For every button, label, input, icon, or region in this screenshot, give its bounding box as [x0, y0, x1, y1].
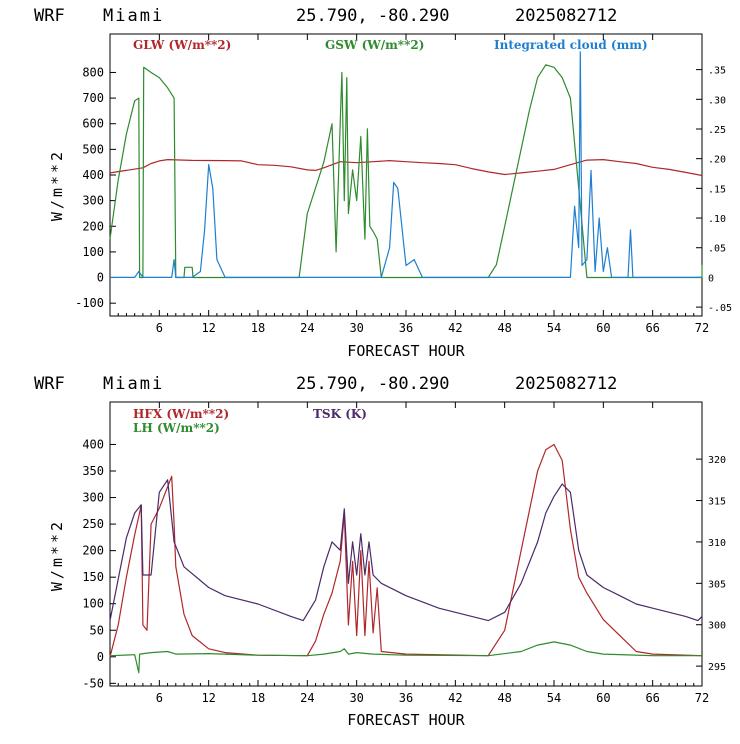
- x-tick-label: 60: [596, 321, 610, 335]
- x-tick-label: 18: [251, 321, 265, 335]
- x-tick-label: 30: [349, 321, 363, 335]
- chart-panel-fluxes: 6 12 18 24 30 36 42 48 54 60 66 72 -50 0 50 100 150 200 25…: [82, 401, 726, 705]
- y-tick-label: -100: [75, 296, 104, 310]
- x-tick-label: 24: [300, 691, 314, 705]
- y2-tick-label: .30: [708, 95, 726, 106]
- legend-hfx: HFX (W/m**2): [133, 407, 229, 421]
- header-coords: 25.790, -80.290: [296, 6, 450, 26]
- y-tick-label: 0: [97, 271, 104, 285]
- x-tick-label: 36: [399, 321, 413, 335]
- series-line-2: [109, 479, 703, 622]
- x-tick-label: 42: [448, 321, 462, 335]
- y-tick-label: 200: [82, 544, 104, 558]
- x-tick-label: 54: [547, 691, 561, 705]
- y-tick-label: 100: [82, 597, 104, 611]
- header-run: 2025082712: [515, 6, 617, 26]
- y2-tick-label: .20: [708, 155, 726, 166]
- series-line-0: [109, 159, 703, 177]
- x-tick-label: 66: [645, 321, 659, 335]
- header-location: Miami: [103, 6, 164, 26]
- y2-tick-label: 305: [708, 579, 726, 590]
- y2-tick-label: 310: [708, 538, 726, 549]
- header-run-2: 2025082712: [515, 374, 617, 394]
- x-tick-label: 18: [251, 691, 265, 705]
- x-tick-label: 72: [695, 321, 709, 335]
- y2-tick-label: .05: [708, 244, 726, 255]
- y2-tick-label: .15: [708, 184, 726, 195]
- y-tick-label: 50: [90, 623, 104, 637]
- x-tick-label: 54: [547, 321, 561, 335]
- y-tick-label: 200: [82, 219, 104, 233]
- header-model: WRF: [34, 6, 65, 26]
- x-tick-label: 66: [645, 691, 659, 705]
- y2-tick-label: .35: [708, 66, 726, 77]
- series-line-0: [109, 443, 703, 657]
- y2-tick-label: .10: [708, 214, 726, 225]
- chart-panel-radiation: 6 12 18 24 30 36 42 48 54 60 66 72 -100 0 100 200 300 400…: [75, 33, 732, 335]
- legend-cloud: Integrated cloud (mm): [494, 38, 648, 52]
- x-tick-label: 30: [349, 691, 363, 705]
- y-tick-label: 500: [82, 142, 104, 156]
- y-tick-label: 100: [82, 245, 104, 259]
- y-tick-label: 800: [82, 65, 104, 79]
- x-tick-label: 48: [497, 691, 511, 705]
- y-tick-label: 700: [82, 91, 104, 105]
- series-line-1: [109, 64, 703, 279]
- y-tick-label: 0: [97, 650, 104, 664]
- y-axis-label-1: W/m**2: [48, 149, 66, 221]
- x-tick-label: 48: [497, 321, 511, 335]
- header-location-2: Miami: [103, 374, 164, 394]
- y2-tick-label: 300: [708, 621, 726, 632]
- header-model-2: WRF: [34, 374, 65, 394]
- y-tick-label: 300: [82, 491, 104, 505]
- x-tick-label: 36: [399, 691, 413, 705]
- y-axis-label-2: W/m**2: [48, 519, 66, 591]
- y2-tick-label: 295: [708, 662, 726, 673]
- x-tick-label: 72: [695, 691, 709, 705]
- x-tick-label: 42: [448, 691, 462, 705]
- y-tick-label: 300: [82, 194, 104, 208]
- legend-gsw: GSW (W/m**2): [325, 38, 424, 52]
- y-tick-label: 400: [82, 168, 104, 182]
- y2-tick-label: .25: [708, 125, 726, 136]
- x-tick-label: 12: [201, 321, 215, 335]
- plot-frame: [109, 401, 703, 687]
- series-line-1: [109, 641, 702, 674]
- x-tick-label: 6: [156, 691, 163, 705]
- y2-tick-label: 0: [708, 273, 714, 284]
- y2-tick-label: -.05: [708, 303, 732, 314]
- legend-glw: GLW (W/m**2): [133, 38, 231, 52]
- x-axis-label-2: FORECAST HOUR: [347, 711, 465, 729]
- plot-frame: [109, 33, 703, 317]
- header-coords-2: 25.790, -80.290: [296, 374, 450, 394]
- x-axis-label-1: FORECAST HOUR: [347, 342, 465, 360]
- y-tick-label: 400: [82, 437, 104, 451]
- y2-tick-label: 315: [708, 497, 726, 508]
- x-tick-label: 60: [596, 691, 610, 705]
- y-tick-label: 250: [82, 517, 104, 531]
- y-tick-label: 350: [82, 464, 104, 478]
- y-tick-label: -50: [82, 676, 104, 690]
- y-tick-label: 600: [82, 117, 104, 131]
- legend-tsk: TSK (K): [313, 407, 367, 421]
- x-tick-label: 24: [300, 321, 314, 335]
- y-tick-label: 150: [82, 570, 104, 584]
- series-line-2: [110, 51, 702, 278]
- x-tick-label: 12: [201, 691, 215, 705]
- legend-lh: LH (W/m**2): [133, 421, 220, 435]
- x-tick-label: 6: [156, 321, 163, 335]
- y2-tick-label: 320: [708, 455, 726, 466]
